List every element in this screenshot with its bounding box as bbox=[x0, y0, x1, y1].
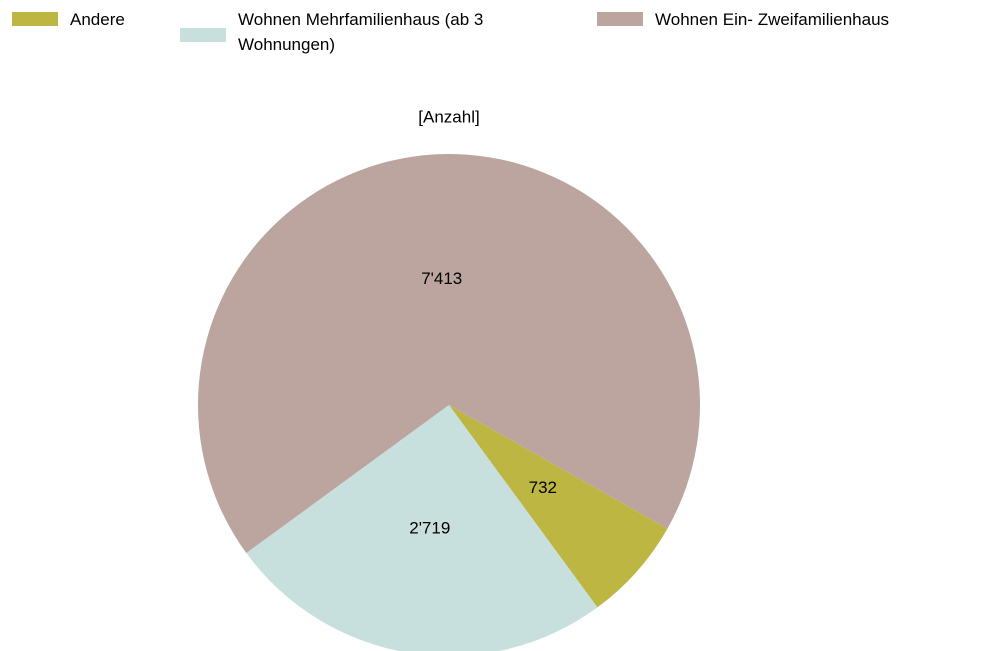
data-label: 2'719 bbox=[409, 519, 450, 538]
legend-label: Wohnen Ein- Zweifamilienhaus bbox=[655, 10, 890, 29]
pie-slice bbox=[449, 405, 668, 608]
pie-slice bbox=[246, 405, 598, 651]
data-label: 732 bbox=[529, 478, 557, 497]
data-label: 7'413 bbox=[421, 269, 462, 288]
pie-slice bbox=[198, 154, 700, 554]
legend-swatch bbox=[597, 12, 643, 26]
chart-title: [Anzahl] bbox=[418, 107, 479, 126]
legend-swatch bbox=[12, 12, 58, 26]
legend-swatch bbox=[180, 28, 226, 42]
legend-label: Andere bbox=[70, 10, 125, 29]
legend-label: Wohnen Mehrfamilienhaus (ab 3 Wohnungen) bbox=[238, 10, 484, 54]
